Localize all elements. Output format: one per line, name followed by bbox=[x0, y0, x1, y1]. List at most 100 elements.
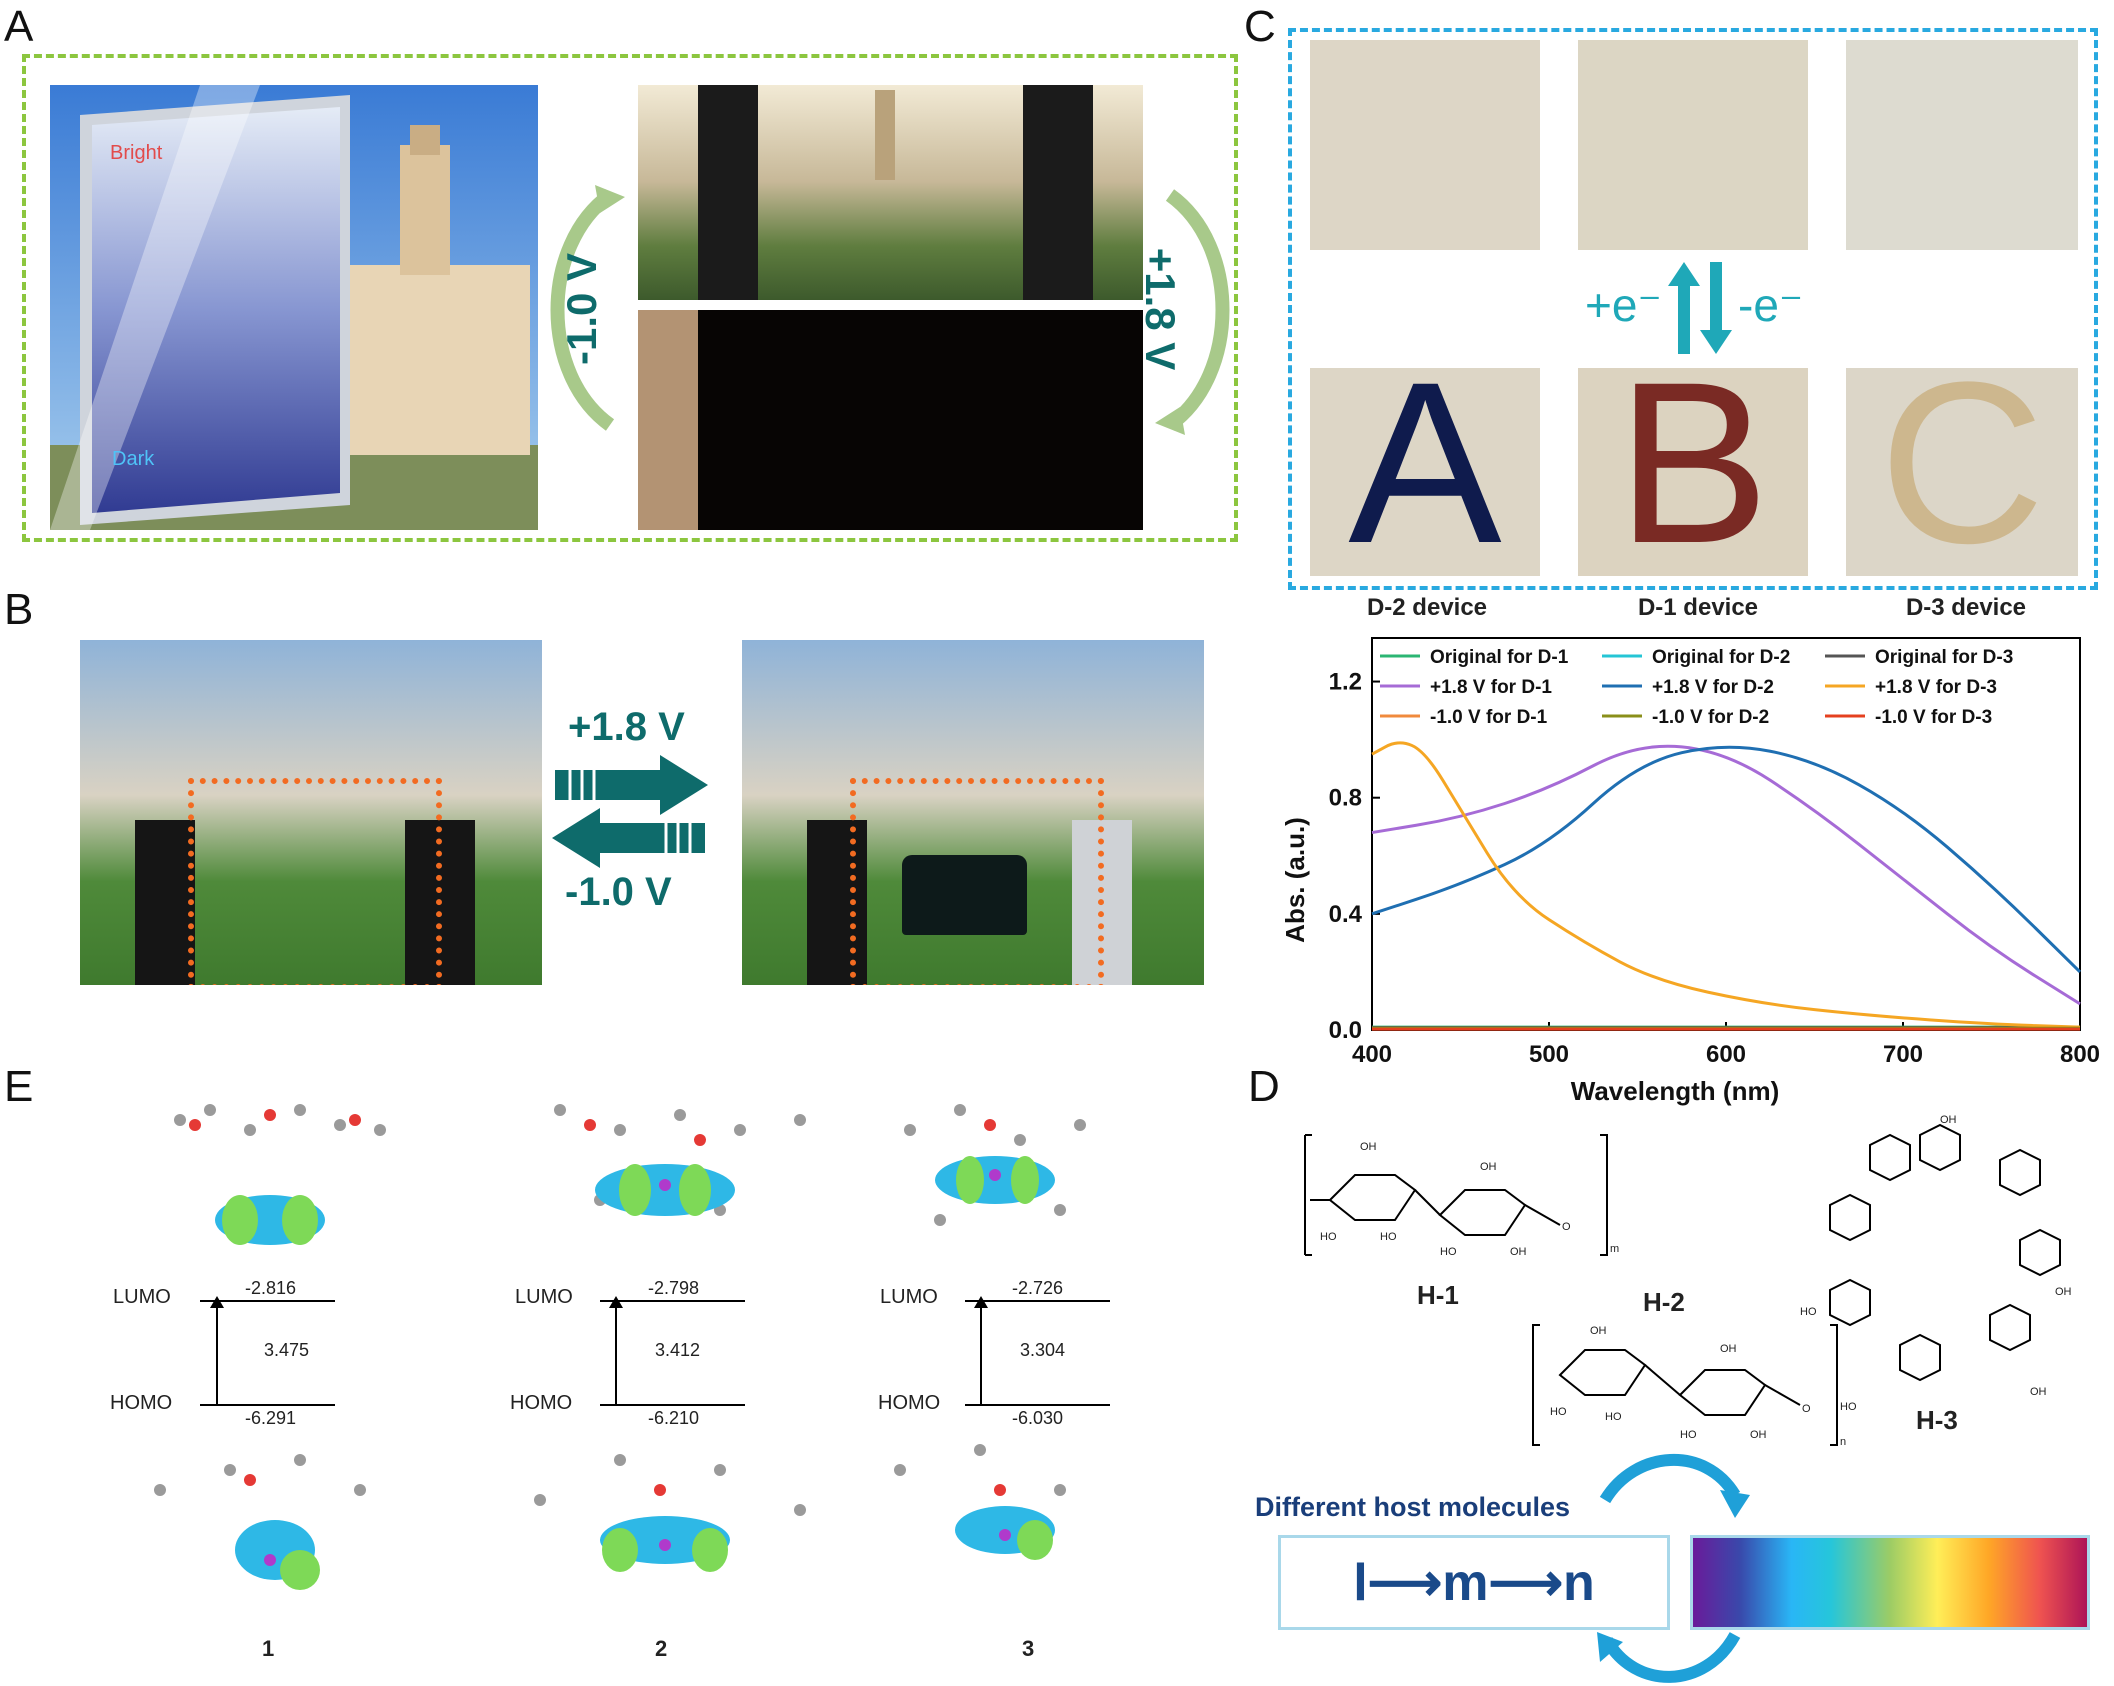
legend-label: +1.8 V for D-3 bbox=[1875, 677, 1997, 698]
chart-lines bbox=[1371, 741, 2082, 1031]
h1-ho-1: HO bbox=[1320, 1231, 1337, 1243]
complex-label-2: 2 bbox=[655, 1636, 668, 1661]
x-tick-label: 800 bbox=[2060, 1041, 2100, 1068]
bright-label: Bright bbox=[110, 142, 163, 164]
panel-b-voltage-top: +1.8 V bbox=[568, 705, 685, 749]
h3-oh-1: OH bbox=[1940, 1115, 1957, 1126]
homo-label-2: HOMO bbox=[510, 1392, 573, 1414]
arrow-left-icon bbox=[552, 808, 705, 868]
panel-label-e: E bbox=[4, 1062, 34, 1111]
legend-label: Original for D-3 bbox=[1875, 647, 2013, 668]
h1-oh-3: OH bbox=[1510, 1246, 1527, 1258]
lumo-line-1 bbox=[200, 1300, 335, 1302]
gap-arrowhead-1 bbox=[210, 1296, 224, 1308]
oxidation-label: -e⁻ bbox=[1738, 279, 1804, 331]
window-photo-dark bbox=[638, 310, 1143, 530]
panel-b-photo-transparent bbox=[80, 640, 542, 985]
legend-label: Original for D-2 bbox=[1652, 647, 1790, 668]
homo-value-1: -6.291 bbox=[245, 1408, 297, 1428]
h1-oh-1: OH bbox=[1360, 1141, 1377, 1153]
h1-o: O bbox=[1562, 1221, 1571, 1233]
panel-c-frame bbox=[1288, 28, 2098, 590]
h3-label: H-3 bbox=[1916, 1405, 1958, 1435]
h1-ho-2: HO bbox=[1380, 1231, 1397, 1243]
homo-label-1: HOMO bbox=[110, 1392, 173, 1414]
h2-o: O bbox=[1802, 1403, 1811, 1415]
chart-ylabel: Abs. (a.u.) bbox=[1280, 817, 1310, 943]
panel-label-d: D bbox=[1248, 1062, 1280, 1111]
device-label-d1: D-1 device bbox=[1637, 594, 1759, 621]
window-photo-bright bbox=[638, 85, 1143, 300]
gap-value-1: 3.475 bbox=[264, 1340, 310, 1360]
device-d2-blank bbox=[1310, 40, 1540, 250]
chart-xlabel: Wavelength (nm) bbox=[1571, 1076, 1779, 1106]
lumo-value-2: -2.798 bbox=[648, 1278, 700, 1298]
homo-value-3: -6.030 bbox=[1012, 1408, 1064, 1428]
legend-label: -1.0 V for D-3 bbox=[1875, 707, 1992, 728]
y-tick-label: 0.0 bbox=[1329, 1017, 1362, 1044]
absorbance-chart: 400 500 600 700 800 0.0 0.4 0.8 1.2 Original for… bbox=[1280, 637, 2100, 1106]
sequence-box: l⟶m⟶n bbox=[1278, 1535, 1670, 1630]
legend-label: +1.8 V for D-2 bbox=[1652, 677, 1774, 698]
device-d3-letter: C bbox=[1878, 368, 2046, 576]
h3-ho-2: HO bbox=[1840, 1401, 1857, 1413]
h2-ho-2: HO bbox=[1605, 1411, 1622, 1423]
smart-window-illustration-svg bbox=[50, 85, 538, 530]
lumo-value-1: -2.816 bbox=[245, 1278, 297, 1298]
panel-label-b: B bbox=[4, 585, 34, 634]
h1-ho-3: HO bbox=[1440, 1246, 1457, 1258]
h2-repeat: n bbox=[1840, 1436, 1846, 1448]
y-tick-label: 1.2 bbox=[1329, 669, 1362, 696]
device-label-d3: D-3 device bbox=[1905, 594, 2027, 621]
h2-label: H-2 bbox=[1643, 1287, 1685, 1317]
voltage-right-label: +1.8 V bbox=[1137, 247, 1184, 371]
x-tick-label: 600 bbox=[1706, 1041, 1746, 1068]
arrow-right-icon bbox=[555, 755, 708, 815]
panel-label-c: C bbox=[1244, 2, 1276, 51]
homo-line-3 bbox=[965, 1404, 1110, 1406]
homo-value-2: -6.210 bbox=[648, 1408, 700, 1428]
complex-label-1: 1 bbox=[262, 1636, 275, 1661]
lumo-label-2: LUMO bbox=[515, 1286, 573, 1308]
reduction-label: +e⁻ bbox=[1585, 279, 1662, 331]
h1-repeat: m bbox=[1610, 1243, 1619, 1255]
cycle-arrow-bottom-icon bbox=[1597, 1631, 1741, 1683]
homo-line-1 bbox=[200, 1404, 335, 1406]
gap-arrowhead-3 bbox=[974, 1296, 988, 1308]
legend-label: +1.8 V for D-1 bbox=[1430, 677, 1552, 698]
orbital-molecules bbox=[154, 1104, 1086, 1590]
legend-label: Original for D-1 bbox=[1430, 647, 1569, 668]
chart-legend: Original for D-1 Original for D-2 Original… bbox=[1380, 647, 2013, 728]
h3-structure: OH HO OH HO OH bbox=[1800, 1115, 2072, 1413]
redox-arrows-icon bbox=[1668, 262, 1732, 354]
device-label-d2: D-2 device bbox=[1366, 594, 1488, 621]
h1-structure: OH HO HO OH HO OH O m bbox=[1304, 1134, 1619, 1258]
curved-arrow-right bbox=[1155, 189, 1230, 435]
series-line-6 bbox=[1371, 741, 2081, 1029]
h2-ho-1: HO bbox=[1550, 1406, 1567, 1418]
series-line-5 bbox=[1371, 745, 2082, 973]
x-tick-label: 700 bbox=[1883, 1041, 1923, 1068]
gap-arrow-1 bbox=[216, 1300, 218, 1405]
device-d3-blank bbox=[1846, 40, 2078, 250]
device-d1-letter: B bbox=[1616, 368, 1770, 576]
h2-oh-1: OH bbox=[1590, 1325, 1607, 1337]
panel-b-photo-patterned bbox=[742, 640, 1204, 985]
gap-arrow-2 bbox=[615, 1300, 617, 1405]
homo-line-2 bbox=[600, 1404, 745, 1406]
y-tick-label: 0.8 bbox=[1329, 785, 1362, 812]
gap-arrow-3 bbox=[980, 1300, 982, 1405]
h3-oh-2: OH bbox=[2055, 1286, 2072, 1298]
homo-label-3: HOMO bbox=[878, 1392, 941, 1414]
lumo-line-2 bbox=[600, 1300, 745, 1302]
cycle-arrow-top-icon bbox=[1599, 1454, 1750, 1518]
dark-label: Dark bbox=[112, 448, 155, 470]
h2-structure: OH HO HO OH HO OH O n bbox=[1532, 1324, 1846, 1448]
device-d2-letter: A bbox=[1348, 368, 1502, 576]
panel-label-a: A bbox=[4, 2, 34, 51]
panel-b-voltage-bottom: -1.0 V bbox=[565, 870, 672, 914]
sequence-text: l⟶m⟶n bbox=[1353, 1554, 1595, 1612]
chart-axes: 400 500 600 700 800 0.0 0.4 0.8 1.2 bbox=[1329, 637, 2100, 1068]
h2-ho-3: HO bbox=[1680, 1429, 1697, 1441]
smart-window-illustration bbox=[50, 85, 538, 530]
